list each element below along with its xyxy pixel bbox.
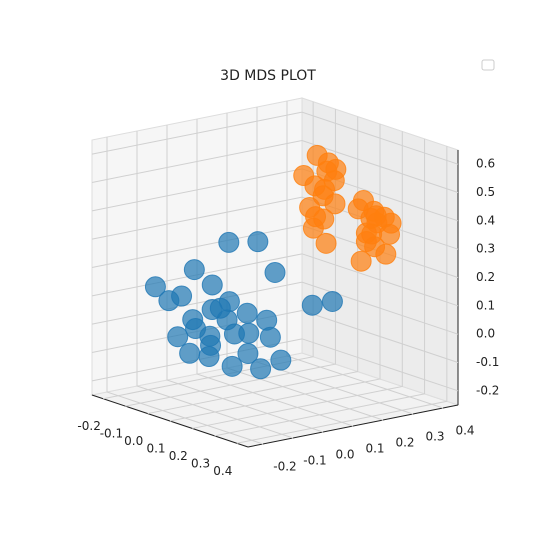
- point: [221, 355, 243, 377]
- point: [183, 259, 205, 281]
- point: [324, 193, 346, 215]
- grid-line: [214, 138, 426, 437]
- point: [315, 232, 337, 254]
- grid-line: [136, 131, 294, 439]
- grid-line: [192, 131, 403, 429]
- grid-line: [91, 111, 459, 165]
- y-tick-label: -0.2: [273, 460, 296, 474]
- point: [264, 262, 286, 283]
- point: [350, 250, 372, 272]
- point: [237, 343, 259, 365]
- tick-labels: -0.2-0.10.00.10.20.30.4 -0.2 -0.1 0.0 0.1 0.2…: [77, 157, 499, 478]
- y-tick-label: 0.2: [395, 436, 414, 450]
- point: [375, 243, 397, 265]
- grid-line: [196, 119, 354, 427]
- point: [256, 309, 278, 331]
- x-tick-label: 0.0: [124, 434, 143, 448]
- x-tick-label: 0.4: [213, 464, 232, 478]
- z-tick-label: 0.5: [476, 185, 495, 199]
- x-tick-label: -0.2: [77, 419, 100, 433]
- y-tick-label: 0.0: [335, 448, 354, 462]
- legend-box: [481, 59, 495, 71]
- y-tick-label: 0.4: [455, 424, 474, 438]
- point: [179, 342, 201, 364]
- point: [270, 349, 292, 371]
- grid-line: [91, 139, 459, 193]
- x-tick-label: 0.1: [146, 442, 165, 456]
- x-tick-label: 0.2: [169, 449, 188, 463]
- z-tick-label: -0.2: [476, 383, 499, 397]
- z-tick-label: 0.3: [476, 242, 495, 256]
- point: [198, 346, 220, 368]
- grid-line: [91, 281, 459, 335]
- y-tick-label: -0.1: [303, 454, 326, 468]
- point: [360, 207, 382, 229]
- grid-line: [106, 137, 264, 445]
- point: [209, 297, 231, 319]
- y-tick-label: 0.3: [425, 430, 444, 444]
- chart-title: 3D MDS PLOT: [220, 68, 316, 84]
- z-tick-label: -0.1: [476, 355, 499, 369]
- point: [301, 294, 323, 316]
- point: [201, 274, 223, 296]
- point: [379, 223, 401, 245]
- point: [325, 158, 347, 180]
- grid-line: [91, 224, 459, 278]
- point: [167, 326, 189, 348]
- grid-line: [236, 146, 448, 444]
- y-tick-label: 0.1: [365, 442, 384, 456]
- point: [171, 285, 193, 307]
- z-tick-label: 0.4: [476, 213, 495, 227]
- point: [321, 291, 343, 313]
- point: [236, 302, 258, 324]
- point: [305, 206, 327, 228]
- z-tick-label: 0.1: [476, 298, 495, 312]
- point: [304, 175, 326, 197]
- grid-line: [166, 125, 324, 433]
- z-tick-label: 0.6: [476, 157, 495, 171]
- point: [218, 231, 240, 253]
- point: [185, 318, 207, 340]
- point: [238, 322, 260, 344]
- point: [144, 276, 166, 298]
- point: [259, 326, 281, 348]
- x-tick-label: 0.3: [191, 456, 210, 470]
- z-tick-label: 0.0: [476, 327, 495, 341]
- x-tick-label: -0.1: [100, 427, 123, 441]
- z-tick-label: 0.2: [476, 270, 495, 284]
- points: [144, 144, 402, 380]
- point: [355, 231, 377, 253]
- point: [247, 231, 269, 253]
- grid-line: [91, 338, 459, 392]
- grid-line: [91, 196, 459, 250]
- point: [250, 358, 272, 380]
- grid-line: [91, 309, 459, 363]
